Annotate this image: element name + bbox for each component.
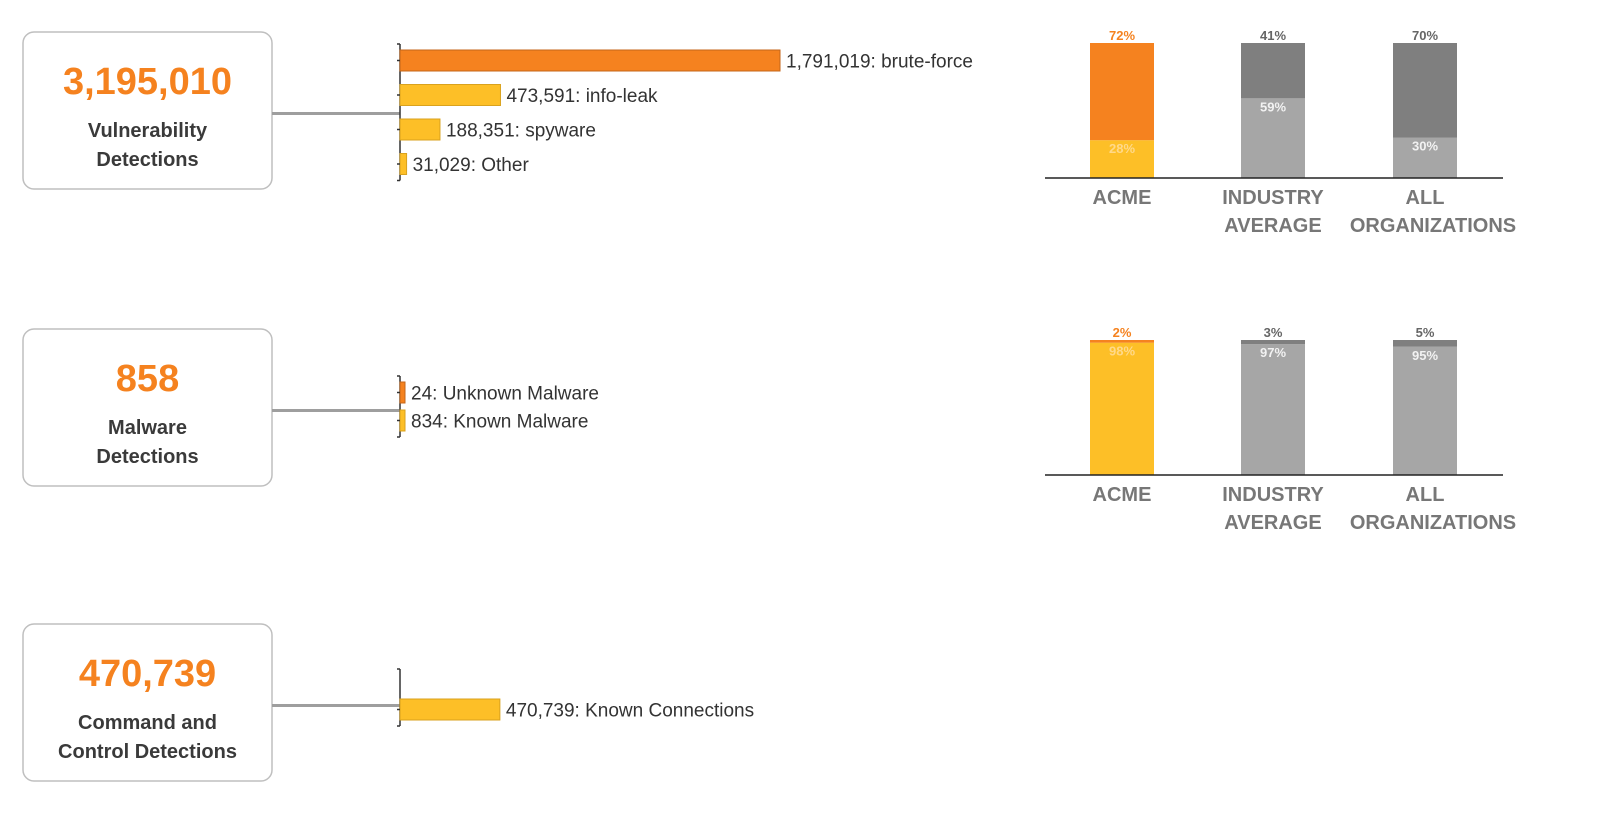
vulnerability-category-label: ALL xyxy=(1406,187,1445,209)
vulnerability-breakdown-bar xyxy=(399,153,408,175)
malware-category-label: ALL xyxy=(1406,484,1445,506)
malware-breakdown-label: 24: Unknown Malware xyxy=(411,384,599,405)
malware-total-value: 858 xyxy=(116,358,179,400)
malware-breakdown-bar xyxy=(399,409,406,432)
command-and-control-breakdown-label: 470,739: Known Connections xyxy=(506,701,754,722)
vulnerability-bottom-percent-label: 59% xyxy=(1260,99,1286,114)
malware-card-label-line: Detections xyxy=(96,446,198,468)
vulnerability-breakdown-label: 473,591: info-leak xyxy=(506,86,658,107)
vulnerability-breakdown-label: 1,791,019: brute-force xyxy=(786,52,973,73)
command-and-control-card-label-line: Command and xyxy=(78,712,217,734)
malware-breakdown-bar xyxy=(399,381,406,404)
vulnerability-column-bottom-segment xyxy=(1393,137,1457,178)
malware-comparison-chart: 2% 98% ACME 3% 97% INDUSTRY AVERAGE 5% 95% ALL ORG… xyxy=(1045,325,1516,534)
command-and-control-card-label-line: Control Detections xyxy=(58,741,237,763)
vulnerability-category-label: AVERAGE xyxy=(1224,215,1321,237)
malware-card xyxy=(22,328,273,487)
malware-top-percent-label: 2% xyxy=(1113,325,1132,340)
vulnerability-comparison-chart: 72% 28% ACME 41% 59% INDUSTRY AVERAGE 70% 30% ALL… xyxy=(1045,28,1516,237)
malware-card-label-line: Malware xyxy=(108,417,187,439)
malware-category-label: ORGANIZATIONS xyxy=(1350,512,1516,534)
vulnerability-column-top-segment xyxy=(1090,43,1154,141)
malware-column-bottom-segment xyxy=(1241,344,1305,475)
command-and-control-section: 470,739 Command and Control Detections 470,… xyxy=(22,623,754,782)
vulnerability-column-top-segment xyxy=(1393,43,1457,138)
vulnerability-category-label: ORGANIZATIONS xyxy=(1350,215,1516,237)
vulnerability-bottom-percent-label: 30% xyxy=(1412,139,1438,154)
command-and-control-card xyxy=(22,623,273,782)
vulnerability-breakdown-bar xyxy=(399,118,441,141)
vulnerability-total-value: 3,195,010 xyxy=(63,61,232,103)
vulnerability-top-percent-label: 70% xyxy=(1412,28,1438,43)
malware-top-percent-label: 5% xyxy=(1416,325,1435,340)
vulnerability-card-label-line: Detections xyxy=(96,149,198,171)
vulnerability-card-label-line: Vulnerability xyxy=(88,120,208,142)
malware-category-label: AVERAGE xyxy=(1224,512,1321,534)
vulnerability-column-bottom-segment xyxy=(1090,140,1154,178)
vulnerability-column-top-segment xyxy=(1241,43,1305,99)
malware-column-top-segment xyxy=(1241,340,1305,345)
vulnerability-breakdown-bar xyxy=(399,49,781,72)
vulnerability-column-bottom-segment xyxy=(1241,98,1305,178)
malware-bottom-percent-label: 98% xyxy=(1109,344,1135,359)
command-and-control-total-value: 470,739 xyxy=(79,653,216,695)
malware-bottom-percent-label: 95% xyxy=(1412,348,1438,363)
vulnerability-breakdown-label: 31,029: Other xyxy=(413,155,530,176)
malware-column-bottom-segment xyxy=(1090,342,1154,475)
malware-top-percent-label: 3% xyxy=(1264,325,1283,340)
vulnerability-bottom-percent-label: 28% xyxy=(1109,141,1135,156)
command-and-control-breakdown-bar xyxy=(399,698,501,721)
malware-column-bottom-segment xyxy=(1393,346,1457,475)
vulnerability-section: 3,195,010 Vulnerability Detections 1,791,01… xyxy=(22,28,1516,237)
malware-column-top-segment xyxy=(1393,340,1457,347)
malware-section: 858 Malware Detections 24: Unknown Malware 8… xyxy=(22,325,1516,534)
malware-column-top-segment xyxy=(1090,340,1154,343)
malware-breakdown-label: 834: Known Malware xyxy=(411,412,588,433)
malware-bottom-percent-label: 97% xyxy=(1260,345,1286,360)
vulnerability-category-label: ACME xyxy=(1093,187,1152,209)
vulnerability-breakdown-bar xyxy=(399,84,501,106)
vulnerability-category-label: INDUSTRY xyxy=(1222,187,1324,209)
malware-category-label: INDUSTRY xyxy=(1222,484,1324,506)
malware-category-label: ACME xyxy=(1093,484,1152,506)
vulnerability-top-percent-label: 41% xyxy=(1260,28,1286,43)
vulnerability-top-percent-label: 72% xyxy=(1109,28,1135,43)
vulnerability-card xyxy=(22,31,273,190)
vulnerability-breakdown-label: 188,351: spyware xyxy=(446,121,596,142)
